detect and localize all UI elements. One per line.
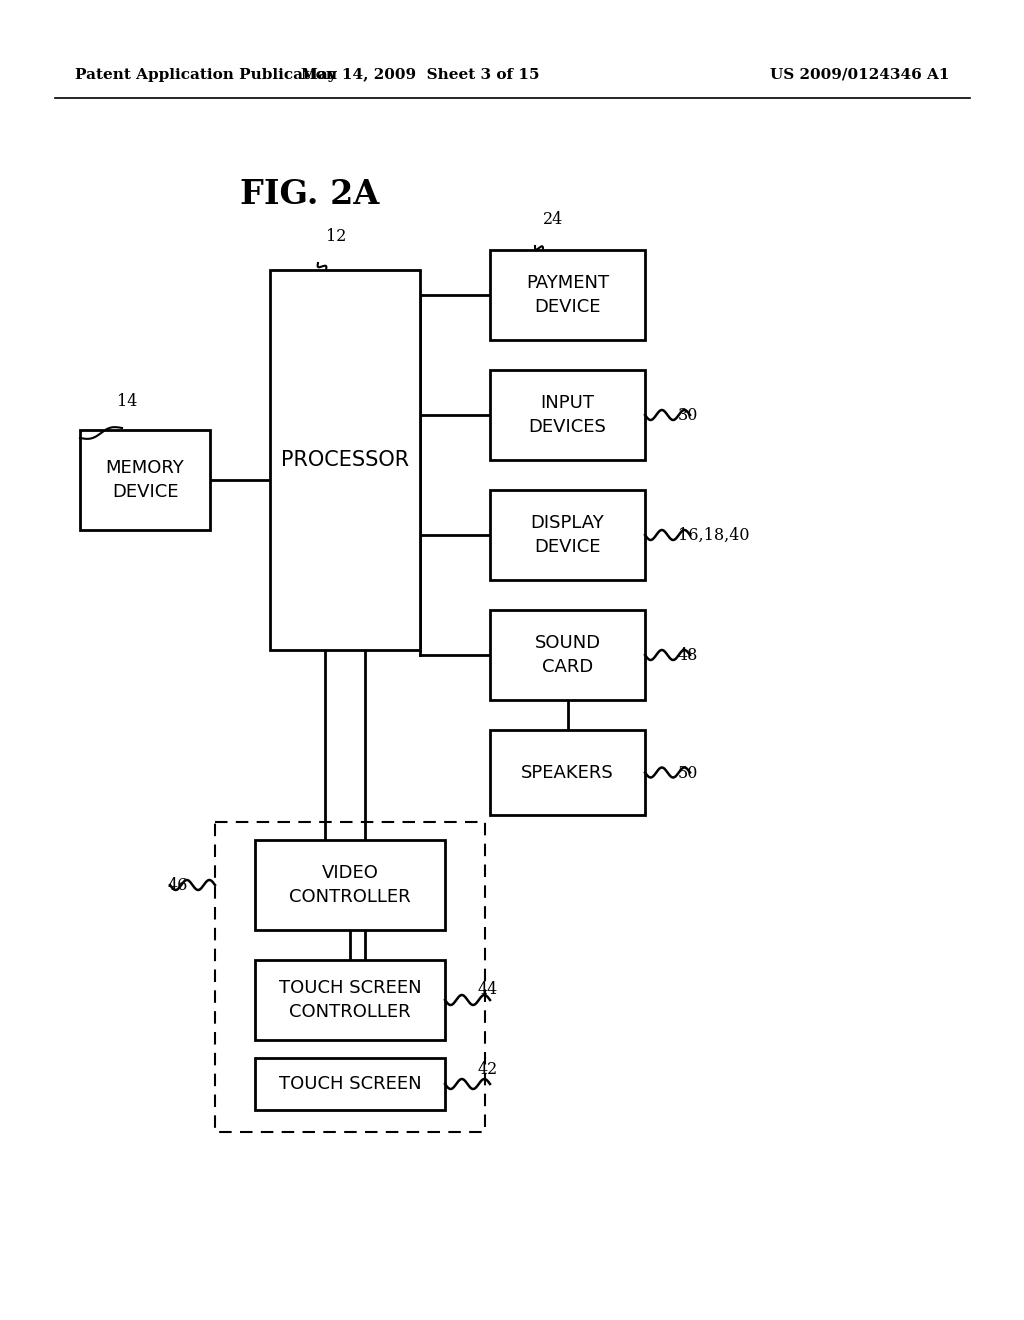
Text: TOUCH SCREEN
CONTROLLER: TOUCH SCREEN CONTROLLER: [279, 979, 421, 1020]
Bar: [490, 490, 645, 579]
Text: 42: 42: [478, 1061, 499, 1078]
Bar: [490, 370, 645, 459]
Text: FIG. 2A: FIG. 2A: [241, 178, 380, 211]
Bar: [490, 610, 645, 700]
Bar: [490, 249, 645, 341]
Text: PROCESSOR: PROCESSOR: [281, 450, 409, 470]
Bar: [255, 960, 445, 1040]
Text: MEMORY
DEVICE: MEMORY DEVICE: [105, 459, 184, 500]
Text: Patent Application Publication: Patent Application Publication: [75, 69, 337, 82]
Text: SPEAKERS: SPEAKERS: [521, 763, 613, 781]
Text: 14: 14: [117, 393, 137, 411]
Text: 48: 48: [678, 647, 698, 664]
Text: DISPLAY
DEVICE: DISPLAY DEVICE: [530, 515, 604, 556]
Bar: [215, 822, 485, 1133]
Text: 12: 12: [326, 228, 346, 246]
Text: INPUT
DEVICES: INPUT DEVICES: [528, 395, 606, 436]
Text: 30: 30: [678, 407, 698, 424]
Text: VIDEO
CONTROLLER: VIDEO CONTROLLER: [289, 865, 411, 906]
Bar: [255, 1059, 445, 1110]
Text: 46: 46: [168, 876, 188, 894]
Bar: [255, 840, 445, 931]
Text: 44: 44: [478, 982, 499, 998]
Text: TOUCH SCREEN: TOUCH SCREEN: [279, 1074, 421, 1093]
Text: PAYMENT
DEVICE: PAYMENT DEVICE: [526, 275, 609, 315]
Text: SOUND
CARD: SOUND CARD: [535, 634, 600, 676]
Text: May 14, 2009  Sheet 3 of 15: May 14, 2009 Sheet 3 of 15: [301, 69, 540, 82]
Text: 16,18,40: 16,18,40: [678, 527, 750, 544]
Text: US 2009/0124346 A1: US 2009/0124346 A1: [770, 69, 950, 82]
Bar: [490, 730, 645, 814]
Bar: [270, 271, 420, 649]
Text: 50: 50: [678, 764, 698, 781]
Bar: [80, 430, 210, 531]
Text: 24: 24: [543, 211, 563, 228]
